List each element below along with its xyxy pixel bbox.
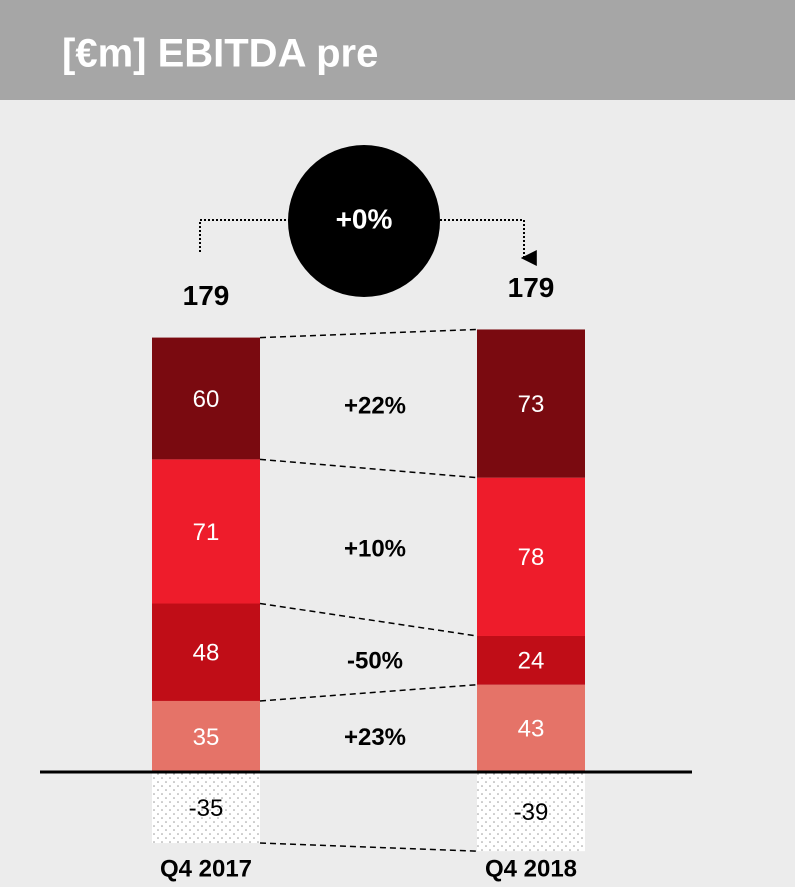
chart-title: [€m] EBITDA pre — [62, 32, 378, 76]
value-label: -35 — [189, 795, 224, 822]
x-tick-label: Q4 2017 — [160, 855, 252, 882]
connector — [259, 458, 478, 479]
bar-segment — [152, 337, 260, 460]
total-change: +0% — [336, 203, 393, 234]
value-label: 43 — [518, 716, 545, 743]
change-label: +23% — [344, 724, 406, 751]
total-label: 179 — [508, 272, 555, 303]
connector — [259, 328, 478, 339]
value-label: 35 — [193, 724, 220, 751]
value-label: 78 — [518, 544, 545, 571]
connector — [259, 602, 478, 637]
connector — [259, 683, 478, 702]
change-circle — [288, 145, 440, 297]
bar-segment — [477, 772, 585, 852]
bar-segment — [152, 700, 260, 772]
bar-segment — [152, 459, 260, 604]
value-label: 24 — [518, 648, 545, 675]
change-label: +10% — [344, 535, 406, 562]
header — [0, 0, 795, 100]
bar-segment — [477, 477, 585, 636]
bar-segment — [477, 635, 585, 685]
bar-segment — [152, 772, 260, 844]
change-label: -50% — [347, 648, 403, 675]
arrow-right — [440, 219, 537, 266]
value-label: 71 — [193, 519, 220, 546]
x-tick-label: Q4 2018 — [485, 855, 577, 882]
value-label: 73 — [518, 391, 545, 418]
value-label: 60 — [193, 386, 220, 413]
bar-segment — [152, 603, 260, 701]
total-label: 179 — [183, 280, 230, 311]
bar-segment — [477, 329, 585, 478]
value-label: 48 — [193, 640, 220, 667]
connector — [259, 842, 478, 852]
value-label: -39 — [514, 799, 549, 826]
bar-segment — [477, 684, 585, 772]
change-label: +22% — [344, 392, 406, 419]
arrow-left — [199, 219, 290, 252]
